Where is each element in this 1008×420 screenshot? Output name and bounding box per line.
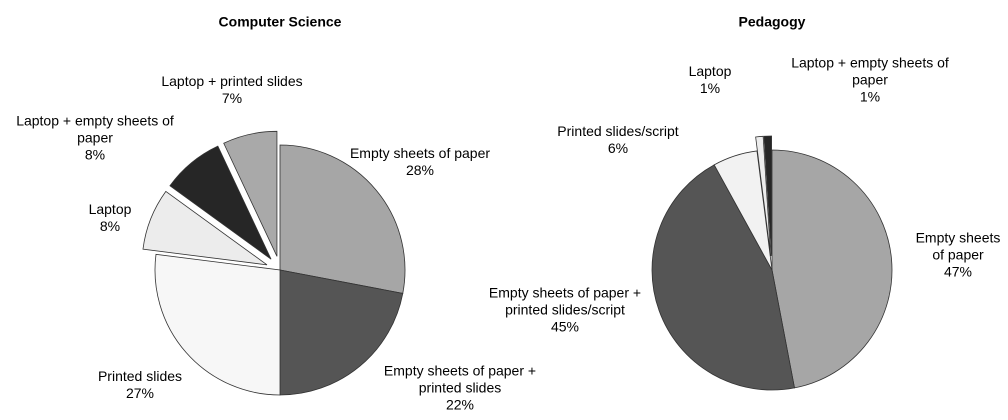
value-label: 8% (84, 146, 106, 163)
category-label: Printed slides/script (557, 123, 679, 139)
slice-label: Laptop 1% (680, 63, 740, 97)
value-label: 7% (221, 90, 243, 106)
pie-slice (763, 135, 772, 257)
pie-slice (142, 190, 268, 266)
slice-label: Empty sheets of paper + printed slides 22… (375, 363, 545, 414)
category-label: Laptop (88, 201, 132, 217)
chart-title: Pedagogy (739, 14, 806, 31)
value-label: 27% (125, 385, 155, 401)
slice-label: Empty sheets of paper 47% (908, 230, 1008, 281)
slice-label: Empty sheets of paper + printed slides/s… (478, 285, 653, 336)
value-label: 1% (859, 88, 881, 105)
value-label: 28% (405, 162, 435, 178)
category-label: Laptop + empty sheets of paper (16, 112, 174, 146)
slice-label: Laptop + empty sheets of paper 1% (780, 55, 960, 106)
value-label: 1% (699, 80, 721, 96)
chart-title-text: Computer Science (218, 13, 342, 30)
category-label: Laptop + empty sheets of paper (791, 54, 949, 88)
category-label: Empty sheets of paper (349, 145, 491, 161)
value-label: 6% (607, 140, 629, 156)
pie-slice (154, 253, 281, 396)
category-label: Laptop + printed slides (161, 73, 303, 89)
category-label: Empty sheets of paper + printed slides (383, 362, 537, 396)
chart-title-text: Pedagogy (738, 13, 806, 30)
slice-label: Laptop + empty sheets of paper 8% (8, 113, 183, 164)
slice-label: Empty sheets of paper 28% (340, 145, 500, 179)
pie-slice (223, 130, 278, 257)
category-label: Empty sheets of paper (915, 229, 1001, 263)
value-label: 45% (550, 318, 580, 335)
pie-slice (755, 135, 772, 257)
slice-label: Laptop 8% (70, 201, 150, 235)
pie-slice (279, 269, 404, 396)
value-label: 8% (99, 218, 121, 234)
value-label: 47% (943, 263, 973, 280)
pie-slice (713, 150, 773, 271)
pie-slice (771, 149, 893, 389)
slice-label: Laptop + printed slides 7% (142, 73, 322, 107)
slice-label: Printed slides/script 6% (538, 123, 698, 157)
pie-slice (279, 144, 406, 294)
pie-slice (651, 164, 795, 391)
category-label: Laptop (688, 63, 732, 79)
pie-slice (169, 145, 272, 260)
value-label: 22% (445, 396, 475, 413)
slice-label: Printed slides 27% (80, 368, 200, 402)
chart-title: Computer Science (219, 14, 342, 31)
category-label: Empty sheets of paper + printed slides/s… (488, 284, 642, 318)
category-label: Printed slides (97, 368, 183, 384)
